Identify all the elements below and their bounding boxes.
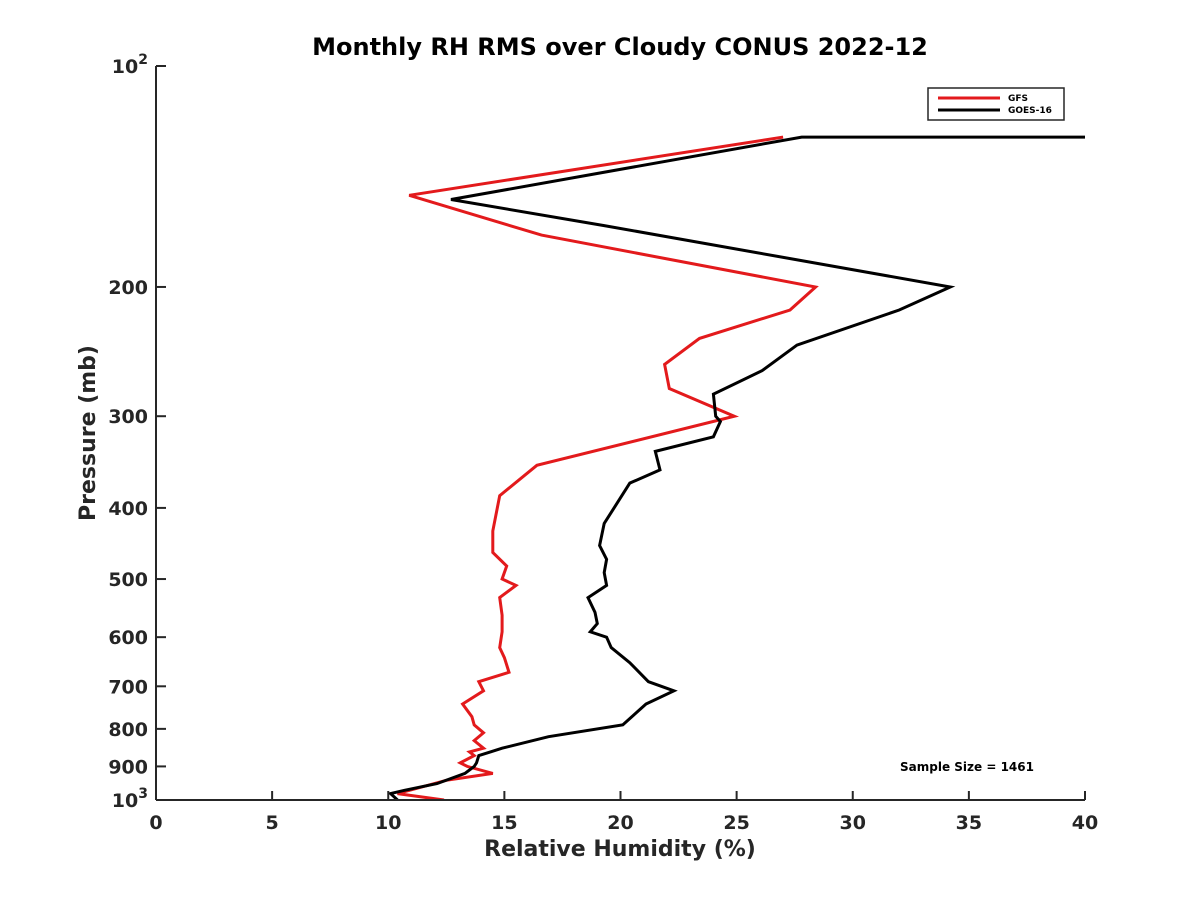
x-tick-label: 30 — [840, 812, 866, 834]
x-tick-label: 40 — [1072, 812, 1098, 834]
x-tick-label: 15 — [491, 812, 517, 834]
y-tick-label: 300 — [108, 406, 148, 428]
x-tick-label: 35 — [956, 812, 982, 834]
y-tick-label: 103 — [112, 786, 148, 812]
y-tick-label: 700 — [108, 676, 148, 698]
series-line-goes-16 — [387, 135, 1085, 800]
legend: GFS GOES-16 — [927, 87, 1065, 121]
x-tick-label: 5 — [266, 812, 279, 834]
legend-box — [927, 87, 1065, 121]
legend-entry-label: GOES-16 — [1008, 106, 1052, 116]
x-axis-label: Relative Humidity (%) — [484, 837, 756, 862]
x-tick-label: 20 — [607, 812, 633, 834]
y-tick-label: 900 — [108, 756, 148, 778]
y-tick-label: 600 — [108, 627, 148, 649]
plot-area — [387, 135, 1085, 800]
sample-size-annotation: Sample Size = 1461 — [900, 760, 1034, 774]
y-tick-label: 500 — [108, 569, 148, 591]
y-axis-label: Pressure (mb) — [76, 345, 101, 521]
chart-title: Monthly RH RMS over Cloudy CONUS 2022-12 — [312, 33, 928, 61]
x-tick-label: 10 — [375, 812, 401, 834]
legend-entry-label: GFS — [1008, 94, 1028, 104]
axes: 0 5 10 15 20 25 30 35 40 102 200 300 400 500 600 700 800… — [108, 52, 1098, 834]
y-tick-label: 400 — [108, 498, 148, 520]
y-tick-label: 102 — [112, 52, 148, 78]
y-tick-label: 200 — [108, 277, 148, 299]
series-line-gfs — [397, 135, 819, 800]
y-tick-label: 800 — [108, 719, 148, 741]
x-tick-label: 0 — [149, 812, 162, 834]
x-tick-label: 25 — [723, 812, 749, 834]
